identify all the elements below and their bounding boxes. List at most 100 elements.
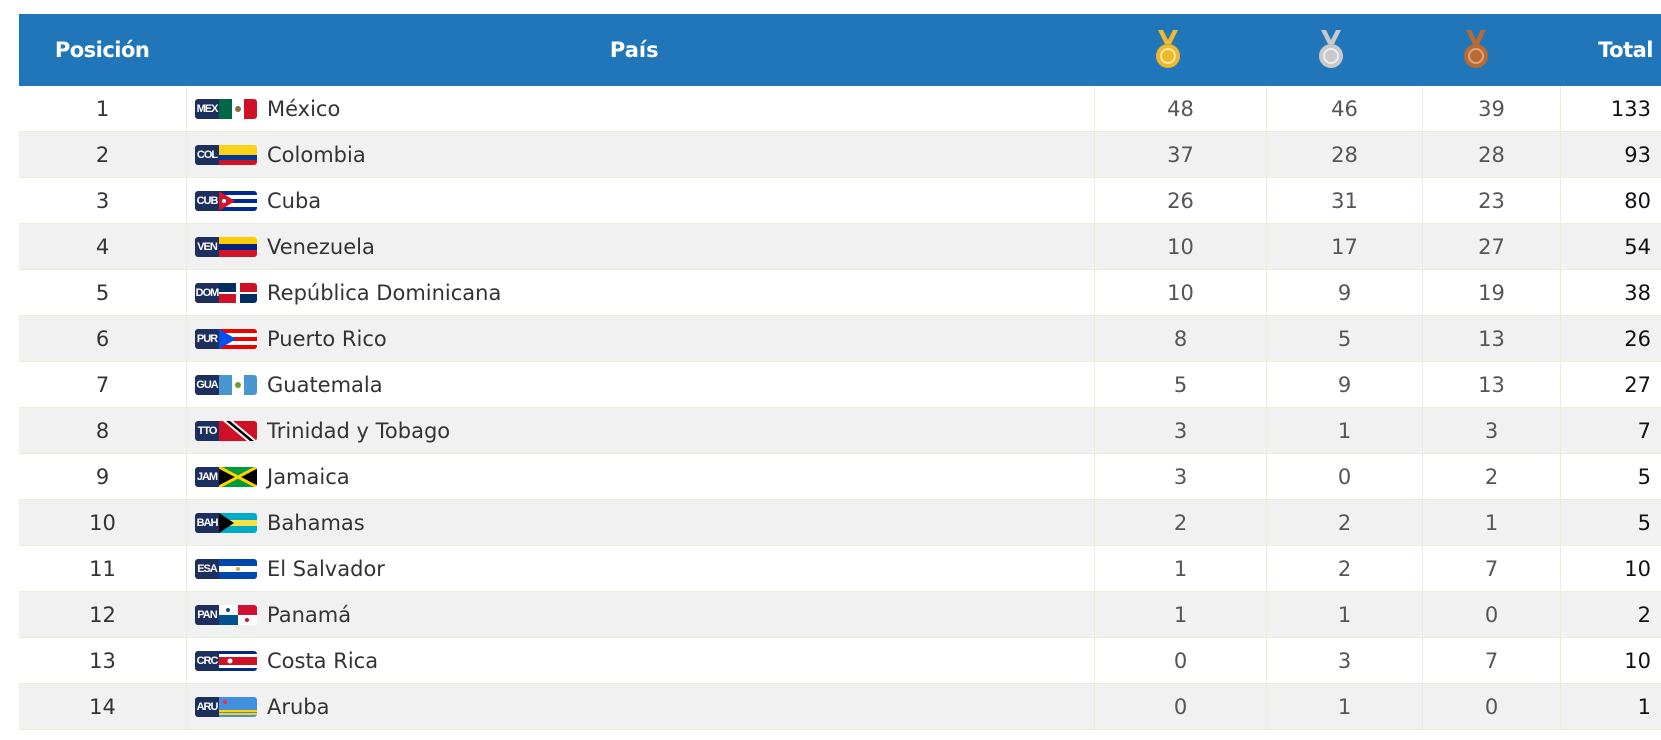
cell-silver: 1 [1267, 592, 1423, 638]
cell-gold: 0 [1095, 638, 1267, 684]
cell-total: 80 [1561, 178, 1661, 224]
cell-country[interactable]: ESA El Salvador [187, 546, 1095, 592]
cell-gold: 1 [1095, 592, 1267, 638]
flag-icon [219, 558, 257, 579]
cell-country[interactable]: MEX México [187, 86, 1095, 132]
country-name[interactable]: Cuba [267, 188, 322, 213]
cell-total: 7 [1561, 408, 1661, 454]
flag-icon [219, 512, 257, 533]
cell-bronze: 39 [1423, 86, 1561, 132]
cell-total: 2 [1561, 592, 1661, 638]
country-code-badge: ARU [195, 696, 219, 717]
cell-total: 10 [1561, 638, 1661, 684]
cell-total: 26 [1561, 316, 1661, 362]
cell-country[interactable]: DOM República Dominicana [187, 270, 1095, 316]
cell-total: 133 [1561, 86, 1661, 132]
flag-icon [219, 650, 257, 671]
table-row[interactable]: 10 BAH Bahamas 2 2 1 5 [19, 500, 1661, 546]
table-row[interactable]: 3 CUB Cuba 26 31 23 80 [19, 178, 1661, 224]
flag-icon [219, 374, 257, 395]
cell-position: 7 [19, 362, 187, 408]
country-name[interactable]: Puerto Rico [267, 326, 387, 351]
table-row[interactable]: 2 COL Colombia 37 28 28 93 [19, 132, 1661, 178]
table-row[interactable]: 1 MEX México 48 46 39 133 [19, 86, 1661, 132]
cell-country[interactable]: ARU Aruba [187, 684, 1095, 730]
country-code-badge: JAM [195, 466, 219, 487]
flag-icon [219, 144, 257, 165]
cell-silver: 3 [1267, 638, 1423, 684]
cell-silver: 17 [1267, 224, 1423, 270]
cell-country[interactable]: CRC Costa Rica [187, 638, 1095, 684]
country-code-badge: PUR [195, 328, 219, 349]
medal-table: Posición País Total 1 [19, 14, 1661, 730]
country-code-badge: CRC [195, 650, 219, 671]
table-row[interactable]: 9 JAM Jamaica 3 0 2 5 [19, 454, 1661, 500]
country-code-badge: BAH [195, 512, 219, 533]
cell-silver: 28 [1267, 132, 1423, 178]
cell-silver: 2 [1267, 546, 1423, 592]
cell-position: 1 [19, 86, 187, 132]
country-name[interactable]: Costa Rica [267, 648, 379, 673]
table-row[interactable]: 14 ARU Aruba 0 1 0 1 [19, 684, 1661, 730]
country-name[interactable]: Panamá [267, 602, 352, 627]
country-code-badge: ESA [195, 558, 219, 579]
cell-bronze: 0 [1423, 684, 1561, 730]
cell-silver: 46 [1267, 86, 1423, 132]
table-row[interactable]: 4 VEN Venezuela 10 17 27 54 [19, 224, 1661, 270]
cell-country[interactable]: JAM Jamaica [187, 454, 1095, 500]
country-name[interactable]: Bahamas [267, 510, 365, 535]
flag-icon [219, 190, 257, 211]
country-name[interactable]: México [267, 96, 341, 121]
cell-bronze: 13 [1423, 316, 1561, 362]
cell-gold: 10 [1095, 270, 1267, 316]
cell-total: 54 [1561, 224, 1661, 270]
country-name[interactable]: República Dominicana [267, 280, 502, 305]
country-code-badge: DOM [195, 282, 219, 303]
cell-silver: 9 [1267, 362, 1423, 408]
cell-country[interactable]: TTO Trinidad y Tobago [187, 408, 1095, 454]
cell-gold: 1 [1095, 546, 1267, 592]
cell-bronze: 23 [1423, 178, 1561, 224]
country-name[interactable]: El Salvador [267, 556, 385, 581]
cell-country[interactable]: PAN Panamá [187, 592, 1095, 638]
cell-country[interactable]: PUR Puerto Rico [187, 316, 1095, 362]
cell-country[interactable]: BAH Bahamas [187, 500, 1095, 546]
cell-country[interactable]: GUA Guatemala [187, 362, 1095, 408]
cell-country[interactable]: CUB Cuba [187, 178, 1095, 224]
cell-silver: 0 [1267, 454, 1423, 500]
table-row[interactable]: 6 PUR Puerto Rico 8 5 13 26 [19, 316, 1661, 362]
country-name[interactable]: Venezuela [267, 234, 375, 259]
flag-icon [219, 466, 257, 487]
country-name[interactable]: Aruba [267, 694, 330, 719]
table-row[interactable]: 5 DOM República Dominicana 10 9 19 38 [19, 270, 1661, 316]
cell-gold: 26 [1095, 178, 1267, 224]
cell-silver: 1 [1267, 408, 1423, 454]
country-name[interactable]: Jamaica [267, 464, 350, 489]
cell-silver: 5 [1267, 316, 1423, 362]
country-name[interactable]: Trinidad y Tobago [267, 418, 451, 443]
table-row[interactable]: 8 TTO Trinidad y Tobago 3 1 3 7 [19, 408, 1661, 454]
country-name[interactable]: Guatemala [267, 372, 383, 397]
cell-bronze: 1 [1423, 500, 1561, 546]
cell-position: 3 [19, 178, 187, 224]
header-total[interactable]: Total [1598, 38, 1653, 62]
cell-country[interactable]: VEN Venezuela [187, 224, 1095, 270]
cell-position: 11 [19, 546, 187, 592]
cell-position: 14 [19, 684, 187, 730]
cell-bronze: 3 [1423, 408, 1561, 454]
country-code-badge: GUA [195, 374, 219, 395]
bronze-medal-icon[interactable] [1408, 30, 1545, 70]
silver-medal-icon[interactable] [1253, 30, 1407, 70]
header-position[interactable]: Posición [54, 38, 150, 62]
cell-country[interactable]: COL Colombia [187, 132, 1095, 178]
cell-gold: 5 [1095, 362, 1267, 408]
table-row[interactable]: 12 PAN Panamá 1 1 0 2 [19, 592, 1661, 638]
table-row[interactable]: 7 GUA Guatemala 5 9 13 27 [19, 362, 1661, 408]
table-row[interactable]: 13 CRC Costa Rica 0 3 7 10 [19, 638, 1661, 684]
country-name[interactable]: Colombia [267, 142, 366, 167]
cell-position: 10 [19, 500, 187, 546]
header-country[interactable]: País [609, 38, 659, 62]
cell-bronze: 2 [1423, 454, 1561, 500]
table-row[interactable]: 11 ESA El Salvador 1 2 7 10 [19, 546, 1661, 592]
gold-medal-icon[interactable] [1083, 30, 1253, 70]
